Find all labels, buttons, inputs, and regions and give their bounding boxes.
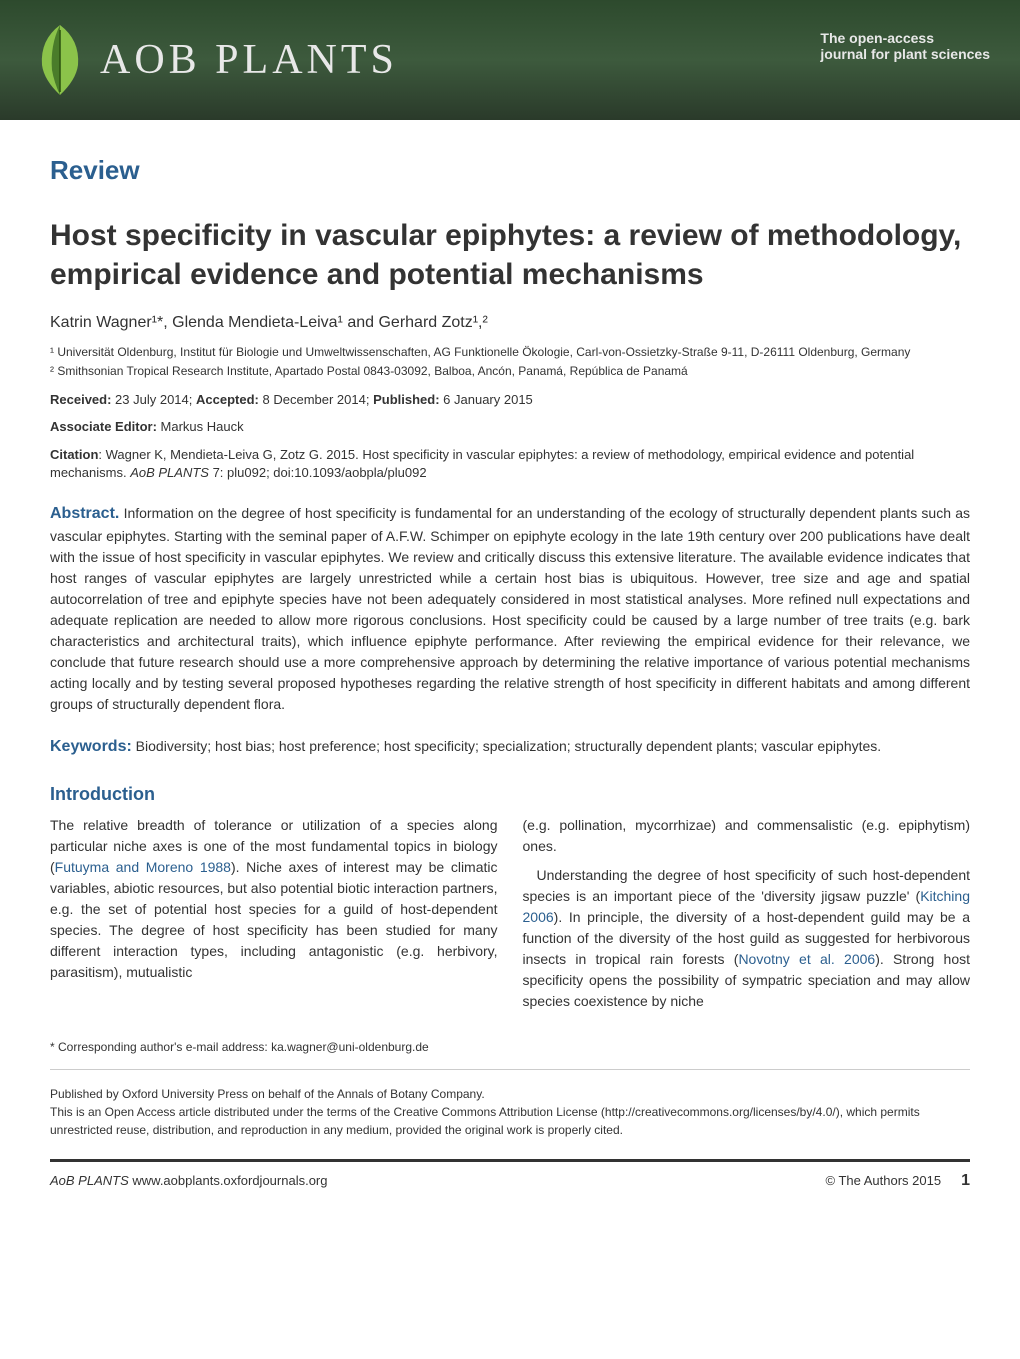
intro-column-left: The relative breadth of tolerance or uti…	[50, 815, 498, 1012]
intro-text-3: Understanding the degree of host specifi…	[523, 867, 971, 904]
abstract: Abstract. Information on the degree of h…	[50, 502, 970, 715]
introduction-columns: The relative breadth of tolerance or uti…	[50, 815, 970, 1012]
footer-right: © The Authors 2015 1	[826, 1172, 971, 1190]
associate-editor: Associate Editor: Markus Hauck	[50, 419, 970, 434]
citation: Citation: Wagner K, Mendieta-Leiva G, Zo…	[50, 446, 970, 482]
journal-tagline: The open-access journal for plant scienc…	[820, 30, 990, 62]
footer-journal: AoB PLANTS	[50, 1173, 129, 1188]
authors: Katrin Wagner¹*, Glenda Mendieta-Leiva¹ …	[50, 314, 970, 332]
intro-column-right: (e.g. pollination, mycorrhizae) and comm…	[523, 815, 971, 1012]
tagline-line-1: The open-access	[820, 30, 990, 46]
citation-link-novotny[interactable]: Novotny et al. 2006	[738, 951, 875, 967]
license-line-1: Published by Oxford University Press on …	[50, 1085, 970, 1103]
keywords-body: Biodiversity; host bias; host preference…	[132, 738, 881, 754]
article-dates: Received: 23 July 2014; Accepted: 8 Dece…	[50, 392, 970, 407]
intro-text-2: ). Niche axes of interest may be climati…	[50, 859, 498, 980]
published-date: 6 January 2015	[443, 392, 533, 407]
affiliation-2: ² Smithsonian Tropical Research Institut…	[50, 363, 970, 380]
footer-divider	[50, 1159, 970, 1162]
leaf-icon	[30, 20, 90, 100]
editor-name: Markus Hauck	[161, 419, 244, 434]
introduction-heading: Introduction	[50, 784, 970, 805]
citation-journal: AoB PLANTS	[130, 465, 209, 480]
accepted-date: 8 December 2014	[263, 392, 366, 407]
page-footer: AoB PLANTS www.aobplants.oxfordjournals.…	[50, 1172, 970, 1200]
citation-label: Citation	[50, 447, 98, 462]
affiliation-1: ¹ Universität Oldenburg, Institut für Bi…	[50, 344, 970, 361]
article-content: Review Host specificity in vascular epip…	[0, 120, 1020, 1230]
copyright: © The Authors 2015	[826, 1173, 942, 1188]
intro-col2-p2: Understanding the degree of host specifi…	[523, 865, 971, 1012]
abstract-body: Information on the degree of host specif…	[50, 505, 970, 712]
tagline-line-2: journal for plant sciences	[820, 46, 990, 62]
footer-left: AoB PLANTS www.aobplants.oxfordjournals.…	[50, 1173, 328, 1188]
article-title: Host specificity in vascular epiphytes: …	[50, 216, 970, 294]
editor-label: Associate Editor:	[50, 419, 157, 434]
divider	[50, 1069, 970, 1070]
abstract-label: Abstract.	[50, 505, 119, 522]
keywords: Keywords: Biodiversity; host bias; host …	[50, 735, 970, 759]
page-number: 1	[961, 1172, 970, 1190]
license-line-2: This is an Open Access article distribut…	[50, 1103, 970, 1139]
journal-name: AOB PLANTS	[100, 36, 398, 84]
received-date: 23 July 2014	[115, 392, 189, 407]
corresponding-author: * Corresponding author's e-mail address:…	[50, 1032, 970, 1054]
citation-suffix: 7: plu092; doi:10.1093/aobpla/plu092	[209, 465, 427, 480]
license-block: Published by Oxford University Press on …	[50, 1085, 970, 1139]
journal-banner: AOB PLANTS The open-access journal for p…	[0, 0, 1020, 120]
article-type: Review	[50, 155, 970, 186]
intro-col2-p1: (e.g. pollination, mycorrhizae) and comm…	[523, 815, 971, 857]
footer-url: www.aobplants.oxfordjournals.org	[129, 1173, 328, 1188]
keywords-label: Keywords:	[50, 738, 132, 755]
citation-link-futuyma[interactable]: Futuyma and Moreno 1988	[55, 859, 231, 875]
